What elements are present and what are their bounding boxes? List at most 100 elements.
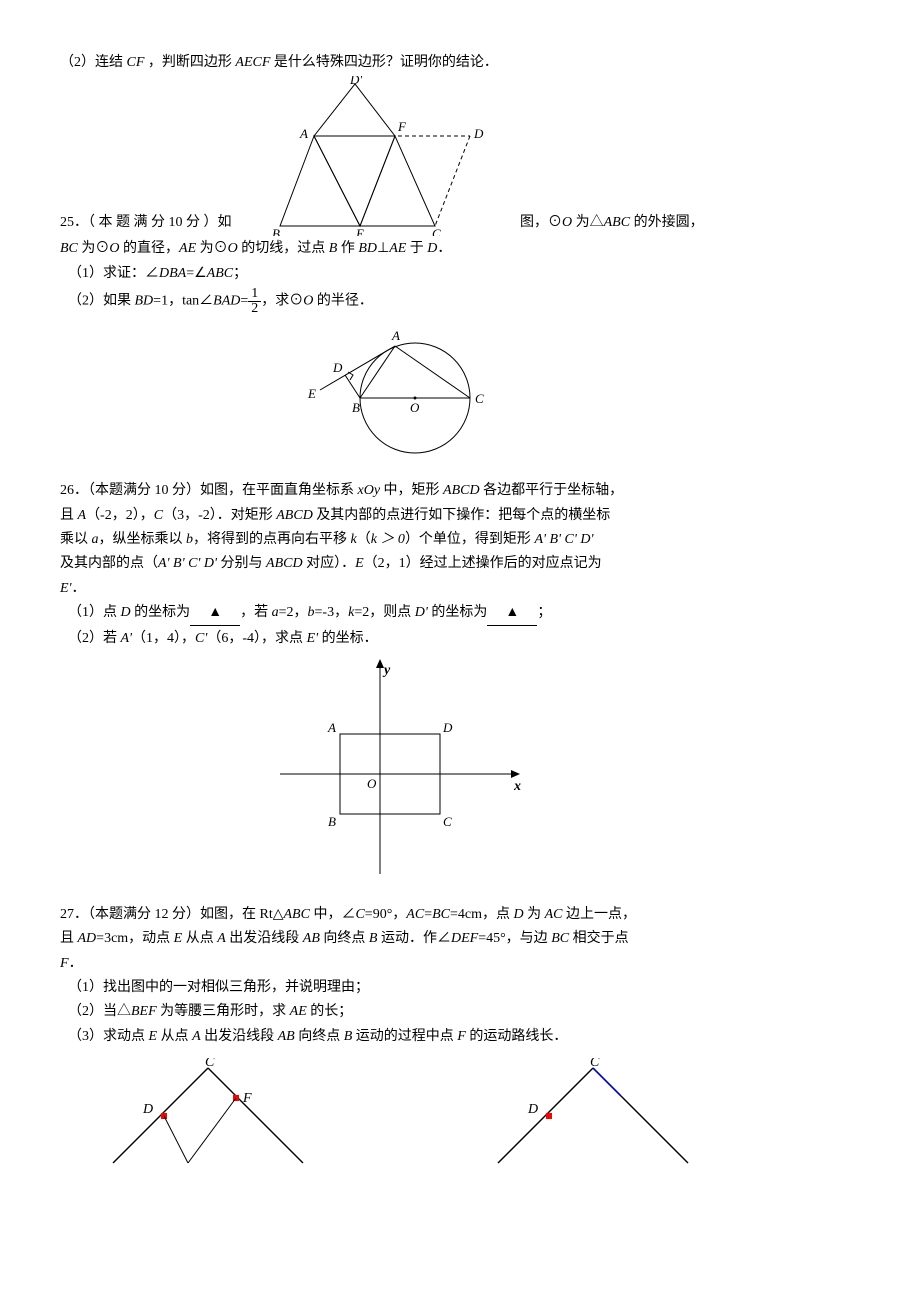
label-F: F (242, 1091, 252, 1106)
var-O: O (109, 241, 119, 256)
text: 为等腰三角形时，求 (157, 1004, 290, 1019)
var-AD: AD (78, 931, 97, 946)
q26-figure: y x A D B C O (60, 654, 740, 884)
q24-figure: D' A F D B E C (260, 76, 520, 236)
text: 中，矩形 (380, 483, 443, 498)
var-AB: AB (303, 931, 320, 946)
text: =4cm，点 (450, 907, 514, 922)
text: 为⊙ (196, 241, 228, 256)
text: 出发沿线段 (201, 1029, 278, 1044)
text: =2， (279, 605, 308, 620)
label-E: E (355, 226, 364, 236)
text: 于 (406, 241, 427, 256)
text: 边上一点， (563, 907, 637, 922)
q27-line1: 27．（本题满分 12 分）如图，在 Rt△ABC 中，∠C=90°，AC=BC… (60, 904, 740, 926)
text: 的运动路线长． (466, 1029, 568, 1044)
text: 向终点 (295, 1029, 344, 1044)
q25-figure: A D E B O C (60, 320, 740, 460)
var-B: B (344, 1029, 353, 1044)
label-E: E (307, 386, 316, 401)
var-D: D (121, 605, 131, 620)
text: 为 (524, 907, 545, 922)
text: （1，4）， (132, 631, 195, 646)
var-C: C (355, 907, 364, 922)
text: 的坐标为 (428, 605, 488, 620)
label-D: D (442, 720, 453, 735)
label-O: O (367, 776, 377, 791)
label-D2: D (527, 1102, 538, 1117)
text: （2）如果 (68, 294, 135, 309)
var-DBA: DBA (159, 266, 186, 281)
var-Cp: C' (195, 631, 207, 646)
text: （3，-2）．对矩形 (163, 508, 276, 523)
denominator: 2 (248, 302, 261, 316)
text: ，纵坐标乘以 (99, 532, 187, 547)
blank-1: ▲ (190, 602, 240, 625)
var-ABCDp: A' B' C' D' (534, 532, 593, 547)
text: ⊥ (377, 241, 389, 256)
var-ABC: ABC (604, 215, 630, 230)
text: 对应）． (303, 556, 356, 571)
label-C: C (205, 1058, 215, 1070)
text: =-3， (315, 605, 349, 620)
text: 从点 (182, 931, 217, 946)
text: =90°， (365, 907, 407, 922)
text: （ (357, 532, 371, 547)
text: 的直径， (120, 241, 180, 256)
text: （2，1）经过上述操作后的对应点记为 (364, 556, 602, 571)
text: 作 (337, 241, 358, 256)
text: （6，-4），求点 (207, 631, 306, 646)
text: =45°，与边 (478, 931, 551, 946)
var-O: O (303, 294, 313, 309)
var-Ep: E' (307, 631, 319, 646)
var-A: A (192, 1029, 201, 1044)
text: 且 (60, 931, 78, 946)
text: 的坐标为 (131, 605, 191, 620)
text: 的切线，过点 (238, 241, 329, 256)
label-A: A (327, 720, 336, 735)
q25-sub2: （2）如果 BD=1，tan∠BAD=12，求⊙O 的半径． (60, 287, 740, 316)
var-F: F (60, 956, 69, 971)
text: ，将得到的点再向右平移 (193, 532, 351, 547)
text: （1）找出图中的一对相似三角形，并说明理由； (68, 980, 369, 995)
text: ）个单位，得到矩形 (405, 532, 535, 547)
var-ABCD: ABCD (266, 556, 303, 571)
text: （2）当△ (68, 1004, 131, 1019)
var-D: D (427, 241, 437, 256)
var-CF: CF (127, 55, 145, 70)
q25-num: 25．（ 本 题 满 分 10 分 ）如 (60, 215, 232, 230)
var-A: A (78, 508, 87, 523)
text: 出发沿线段 (226, 931, 303, 946)
label-F: F (397, 119, 407, 134)
label-B: B (352, 400, 360, 415)
var-BEF: BEF (131, 1004, 157, 1019)
label-D: D (473, 126, 484, 141)
var-BD: BD (135, 294, 154, 309)
var-E: E (174, 931, 183, 946)
text: = (240, 294, 248, 309)
label-C: C (432, 226, 441, 236)
numerator: 1 (248, 287, 261, 302)
var-D: D (513, 907, 523, 922)
var-Ep: E' (60, 581, 72, 596)
text: ． (437, 241, 451, 256)
var-kgt0: k ＞ 0 (371, 532, 405, 547)
text: = (424, 907, 432, 922)
text: ； (233, 266, 247, 281)
q26-line3: 乘以 a，纵坐标乘以 b，将得到的点再向右平移 k（k ＞ 0）个单位，得到矩形… (60, 529, 740, 551)
var-E: E (149, 1029, 158, 1044)
text: 的坐标． (318, 631, 378, 646)
text: ，判断四边形 (148, 55, 236, 70)
text: 各边都平行于坐标轴， (480, 483, 624, 498)
var-a: a (272, 605, 279, 620)
text: ． (69, 956, 83, 971)
var-ABC: ABC (284, 907, 310, 922)
text: （1）求证：∠ (68, 266, 159, 281)
label-A: A (299, 126, 308, 141)
var-ABCD: ABCD (443, 483, 480, 498)
text: 27．（本题满分 12 分）如图，在 Rt△ (60, 907, 284, 922)
var-A: A (217, 931, 226, 946)
text: （2）连结 (60, 55, 123, 70)
var-BC: BC (60, 241, 78, 256)
label-O: O (410, 400, 420, 415)
